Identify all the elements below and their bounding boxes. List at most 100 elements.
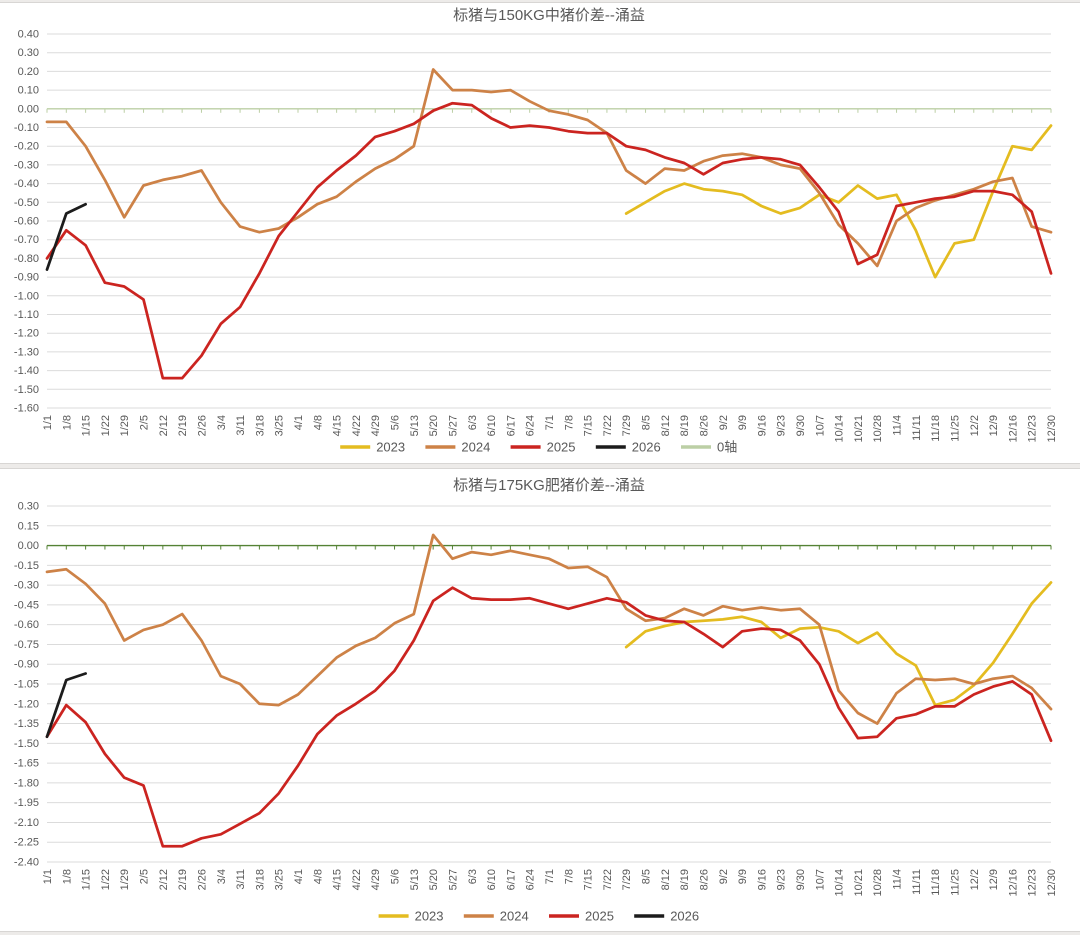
y-tick-label: -0.40 (14, 178, 39, 190)
chart-175kg-fat-pig-spread: 标猪与175KG肥猪价差--涌益 0.30 0.15 0.00 -0.15 -0.30 -0… (14, 477, 1058, 924)
y-tick-label: 0.10 (18, 85, 39, 97)
x-tick-label: 4/22 (351, 869, 363, 890)
x-tick-label: 8/26 (698, 869, 710, 890)
x-tick-label: 11/11 (911, 869, 923, 895)
x-tick-label: 5/6 (390, 869, 402, 884)
legend-item-2026: 2026 (634, 909, 699, 924)
y-tick-label: 0.40 (18, 29, 39, 41)
x-tick-label: 6/17 (505, 869, 517, 890)
legend-item-2025: 2025 (549, 909, 614, 924)
y-tick-label: 0.00 (18, 540, 39, 552)
x-tick-label: 9/9 (737, 415, 749, 430)
y-tick-label: -1.60 (14, 403, 39, 415)
y-tick-label: -0.70 (14, 234, 39, 246)
x-tick-label: 2/19 (177, 869, 189, 890)
x-tick-label: 5/13 (409, 415, 421, 436)
x-tick-label: 1/29 (119, 869, 131, 890)
x-tick-label: 9/23 (776, 869, 788, 890)
x-tick-label: 5/20 (428, 415, 440, 436)
x-tick-label: 2/5 (139, 415, 151, 430)
x-tick-label: 6/10 (486, 415, 498, 436)
legend-item-2024: 2024 (425, 440, 490, 455)
y-tick-label: -0.90 (14, 272, 39, 284)
y-tick-label: -1.95 (14, 797, 39, 809)
y-tick-label: -1.65 (14, 758, 39, 770)
x-tick-label: 3/4 (216, 869, 228, 884)
x-tick-label: 3/18 (254, 869, 266, 890)
x-tick-label: 7/22 (602, 415, 614, 436)
x-tick-label: 8/26 (698, 415, 710, 436)
x-tick-label: 11/4 (892, 415, 904, 436)
x-tick-label: 11/25 (949, 869, 961, 896)
x-tick-label: 7/29 (621, 415, 633, 436)
x-tick-label: 8/12 (660, 869, 672, 890)
x-tick-label: 7/15 (583, 415, 595, 436)
x-tick-label: 5/6 (390, 415, 402, 430)
x-tick-label: 12/23 (1027, 869, 1039, 897)
x-tick-label: 7/1 (544, 415, 556, 430)
x-tick-label: 2/26 (196, 415, 208, 436)
x-tick-label: 4/29 (370, 869, 382, 890)
x-tick-label: 10/14 (834, 415, 846, 443)
legend-label-2025: 2025 (585, 909, 614, 924)
x-tick-label: 8/19 (679, 415, 691, 436)
x-tick-label: 1/1 (42, 869, 54, 884)
x-tick-label: 4/8 (312, 869, 324, 884)
y-tick-label: -0.15 (14, 560, 39, 572)
x-tick-label: 2/12 (158, 415, 170, 436)
legend-item-2023: 2023 (378, 909, 444, 924)
x-tick-label: 11/18 (930, 869, 942, 896)
x-tick-label: 12/30 (1046, 415, 1058, 443)
y-tick-label: 0.15 (18, 520, 39, 532)
y-tick-label: -1.20 (14, 328, 39, 340)
x-tick-label: 4/1 (293, 415, 305, 430)
y-tick-label: -1.40 (14, 365, 39, 377)
y-tick-label: -0.90 (14, 659, 39, 671)
x-tick-label: 12/23 (1027, 415, 1039, 443)
series-line-2023 (624, 124, 1053, 279)
chart-150kg-medium-pig-spread: 标猪与150KG中猪价差--涌益 0.40 0.30 0.20 0.10 0.00 -0.1… (14, 7, 1058, 455)
y-tick-label: -0.30 (14, 159, 39, 171)
legend-label-2026: 2026 (670, 909, 699, 924)
x-tick-label: 10/28 (872, 869, 884, 897)
chart-panel-150kg-medium-pig-spread: 标猪与150KG中猪价差--涌益 0.40 0.30 0.20 0.10 0.00 -0.1… (0, 2, 1080, 464)
x-tick-label: 3/11 (235, 415, 247, 436)
x-tick-label: 5/13 (409, 869, 421, 890)
x-tick-label: 10/7 (814, 869, 826, 890)
x-tick-label: 9/9 (737, 869, 749, 884)
y-tick-label: -0.20 (14, 141, 39, 153)
y-tick-label: -2.25 (14, 837, 39, 849)
y-tick-label: -0.50 (14, 197, 39, 209)
legend-label-2026: 2026 (632, 440, 661, 455)
x-tick-label: 9/30 (795, 415, 807, 436)
y-tick-label: -1.20 (14, 698, 39, 710)
x-tick-label: 2/12 (158, 869, 170, 890)
x-tick-label: 9/30 (795, 869, 807, 890)
x-tick-label: 8/5 (641, 869, 653, 884)
legend-label-2024: 2024 (461, 440, 490, 455)
x-tick-label: 1/15 (81, 415, 93, 436)
x-tick-label: 4/22 (351, 415, 363, 436)
chart-title: 标猪与150KG中猪价差--涌益 (453, 7, 645, 24)
legend-item-2026: 2026 (595, 440, 661, 455)
chart-panel-175kg-fat-pig-spread: 标猪与175KG肥猪价差--涌益 0.30 0.15 0.00 -0.15 -0.30 -0… (0, 468, 1080, 932)
x-tick-label: 8/19 (679, 869, 691, 890)
x-tick-label: 5/20 (428, 869, 440, 890)
x-tick-label: 7/15 (583, 869, 595, 890)
x-tick-label: 7/1 (544, 869, 556, 884)
x-tick-label: 10/14 (834, 869, 846, 897)
y-tick-label: -1.50 (14, 738, 39, 750)
x-tick-label: 6/24 (525, 869, 537, 890)
x-tick-label: 1/15 (81, 869, 93, 890)
legend-item-2023: 2023 (340, 440, 405, 455)
y-tick-label: 0.00 (18, 103, 39, 115)
x-tick-label: 1/22 (100, 869, 112, 890)
x-tick-label: 10/28 (872, 415, 884, 443)
y-tick-label: 0.30 (18, 501, 39, 513)
x-tick-label: 6/10 (486, 869, 498, 890)
series-line-2026 (45, 672, 87, 739)
x-tick-label: 1/29 (119, 415, 131, 436)
x-tick-label: 9/23 (776, 415, 788, 436)
x-tick-label: 12/9 (988, 415, 1000, 436)
y-tick-label: -0.60 (14, 216, 39, 228)
